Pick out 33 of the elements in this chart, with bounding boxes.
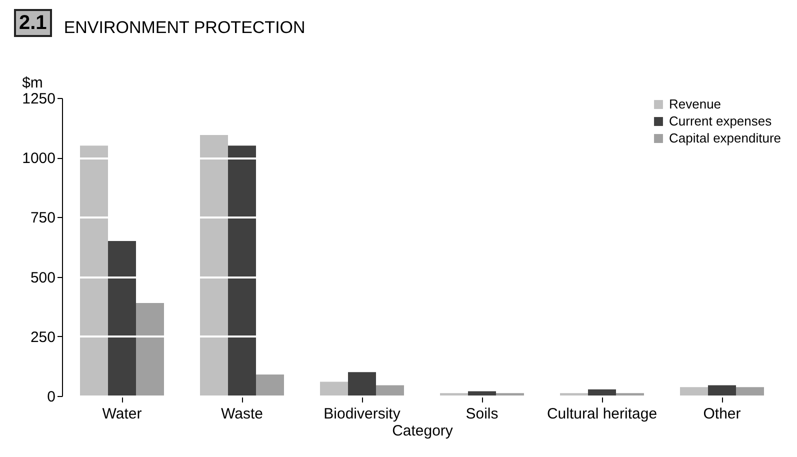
bar: [468, 391, 496, 396]
y-tick-label: 250: [30, 328, 56, 346]
x-axis-title: Category: [392, 422, 454, 440]
x-tick-label: Water: [102, 406, 142, 422]
bar: [108, 241, 136, 396]
bar: [376, 385, 404, 396]
chart-title: ENVIRONMENT PROTECTION: [64, 18, 306, 38]
y-tick-label: 0: [47, 388, 56, 406]
bar: [680, 387, 708, 396]
bar: [708, 385, 736, 396]
bar: [80, 146, 108, 396]
y-axis-title: $m: [22, 74, 43, 92]
legend-label: Capital expenditure: [669, 130, 782, 146]
bar: [228, 146, 256, 396]
legend-label: Current expenses: [669, 114, 772, 128]
x-tick-label: Biodiversity: [324, 406, 401, 422]
bar: [348, 372, 376, 396]
x-tick-label: Soils: [466, 406, 498, 422]
y-tick-label: 500: [30, 269, 56, 286]
y-tick-label: 750: [30, 210, 56, 227]
bar: [320, 382, 348, 396]
bar: [256, 374, 284, 396]
bar: [136, 303, 164, 396]
bar: [588, 389, 616, 396]
y-tick-label: 1250: [22, 90, 56, 108]
x-tick-label: Other: [703, 406, 741, 422]
x-tick-label: Cultural heritage: [546, 406, 658, 422]
y-tick-label: 1000: [22, 150, 56, 168]
bar: [200, 134, 228, 396]
legend-label: Revenue: [669, 96, 722, 112]
text: 2.1: [14, 9, 52, 37]
bar: [736, 387, 764, 396]
x-tick-label: Waste: [221, 406, 263, 422]
